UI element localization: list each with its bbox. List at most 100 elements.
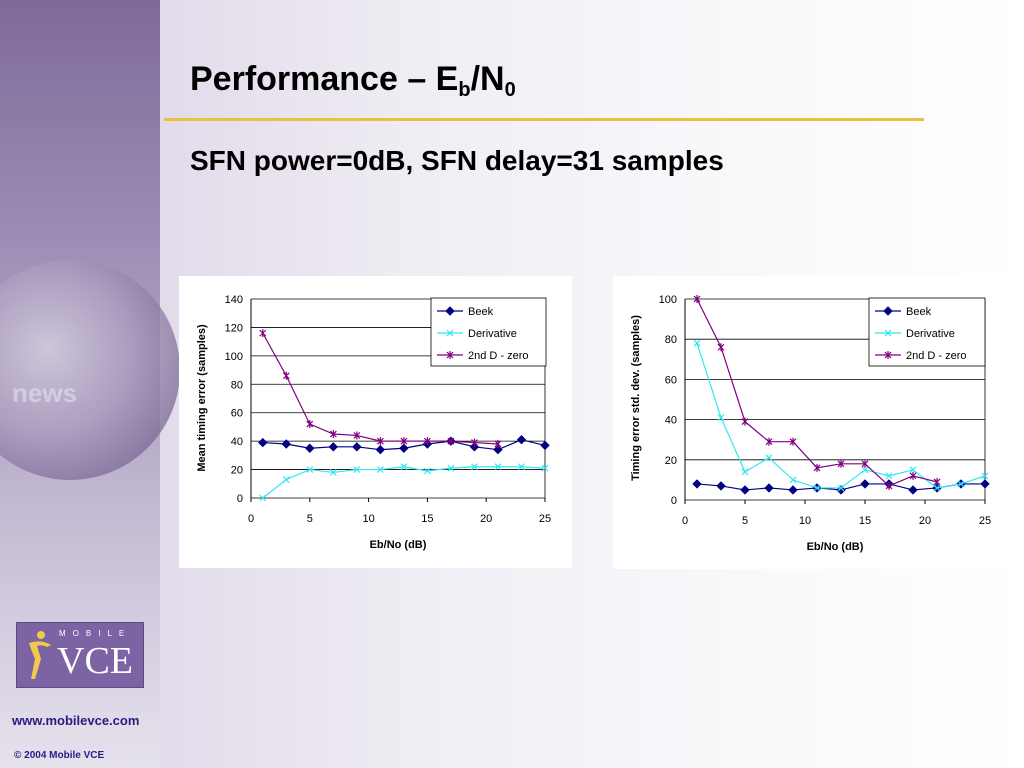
data-point [447, 437, 455, 446]
data-point [329, 430, 337, 439]
footer-copyright: © 2004 Mobile VCE [14, 750, 105, 761]
y-tick-label: 80 [231, 379, 243, 391]
data-point [447, 464, 455, 472]
legend-marker [446, 329, 454, 337]
data-point [352, 442, 362, 452]
title-tail: /N [470, 60, 505, 98]
x-tick-label: 20 [919, 515, 931, 527]
legend-label: Derivative [468, 328, 517, 340]
x-tick-label: 25 [539, 513, 551, 525]
series-line [262, 466, 546, 499]
logo-main-text: VCE [57, 640, 133, 682]
data-point [765, 454, 773, 462]
y-tick-label: 20 [231, 465, 243, 477]
chart-svg-left: 0 20 40 60 80 100 120 140 0 5 10 15 20 25 Eb/No (dB) Me… [196, 294, 551, 551]
data-point [306, 466, 314, 473]
data-point [493, 444, 503, 455]
data-point [716, 481, 726, 491]
globe-image [0, 260, 180, 480]
data-point [400, 463, 408, 471]
data-point [933, 484, 941, 492]
x-tick-label: 20 [480, 513, 492, 525]
legend-label: Derivative [906, 328, 955, 340]
legend-marker [446, 351, 454, 359]
x-tick-label: 10 [362, 513, 374, 525]
series-2nd-d-zero [259, 329, 502, 448]
data-point [860, 479, 870, 489]
x-axis-label: Eb/No (dB) [370, 539, 427, 551]
series-derivative [259, 463, 549, 502]
data-point [518, 463, 525, 471]
y-tick-label: 40 [665, 415, 677, 427]
y-tick-label: 40 [231, 436, 243, 448]
legend: Beek Derivative 2nd D - zero [868, 297, 986, 367]
data-point [282, 476, 290, 483]
title-subscript-b: b [458, 79, 471, 101]
data-point [375, 444, 386, 455]
data-point [909, 471, 917, 480]
data-point [981, 472, 989, 480]
data-point [765, 437, 773, 446]
x-tick-label: 10 [799, 515, 811, 527]
data-point [908, 485, 918, 495]
x-tick-label: 15 [859, 515, 871, 527]
legend-marker [884, 329, 892, 337]
data-point [813, 463, 821, 472]
data-point [909, 466, 917, 474]
logo-top-text: MOBILE [59, 629, 132, 638]
data-point [328, 442, 339, 452]
data-point [813, 484, 821, 492]
y-tick-label: 100 [659, 294, 677, 306]
y-tick-label: 140 [225, 294, 243, 306]
data-point [717, 343, 725, 352]
mobile-vce-logo: MOBILE VCE [16, 622, 144, 688]
legend-label: Beek [468, 306, 494, 318]
y-tick-label: 60 [665, 374, 677, 386]
data-point [259, 494, 267, 502]
legend-label: 2nd D - zero [906, 350, 967, 362]
footer-url-link[interactable]: www.mobilevce.com [12, 713, 140, 728]
y-tick-label: 0 [671, 495, 677, 507]
data-point [837, 484, 845, 492]
data-point [305, 443, 315, 453]
data-point [861, 466, 869, 474]
series-derivative [693, 339, 989, 492]
data-point [789, 437, 797, 446]
title-main: Performance – E [190, 60, 459, 98]
data-point [282, 371, 290, 380]
data-point [789, 476, 797, 484]
y-axis-label: Mean timing error (samples) [196, 324, 208, 472]
data-point [423, 467, 431, 475]
x-tick-label: 25 [979, 515, 991, 527]
data-point [399, 443, 409, 453]
data-point [861, 459, 869, 468]
data-point [957, 480, 965, 488]
data-point [541, 464, 549, 472]
x-tick-label: 5 [742, 515, 748, 527]
data-point [329, 468, 337, 476]
title-subscript-0: 0 [504, 79, 516, 101]
data-point [306, 420, 314, 429]
data-point [788, 485, 798, 495]
data-point [693, 339, 701, 347]
data-point [353, 431, 361, 440]
legend-marker [445, 306, 455, 316]
legend-label: Beek [906, 306, 932, 318]
mean-timing-error-chart: 0 20 40 60 80 100 120 140 0 5 10 15 20 25 Eb/No (dB) Me… [179, 276, 572, 568]
data-point [741, 468, 749, 476]
y-tick-label: 100 [225, 351, 243, 363]
data-point [353, 466, 361, 473]
y-tick-label: 0 [237, 493, 243, 505]
timing-std-dev-chart: 0 20 40 60 80 100 0 5 10 15 20 25 Eb/No (dB) Timing e… [613, 276, 1013, 569]
slide-title: Performance – Eb/N0 [190, 60, 516, 102]
data-point [692, 479, 702, 489]
y-tick-label: 120 [225, 322, 243, 334]
y-tick-label: 20 [665, 455, 677, 467]
x-axis-label: Eb/No (dB) [807, 541, 864, 553]
legend-marker [884, 351, 892, 359]
data-point [494, 439, 502, 448]
series-2nd-d-zero [693, 295, 941, 490]
y-axis-label: Timing error std. dev. (samples) [630, 315, 642, 481]
x-tick-label: 5 [307, 513, 313, 525]
data-point [516, 435, 527, 445]
